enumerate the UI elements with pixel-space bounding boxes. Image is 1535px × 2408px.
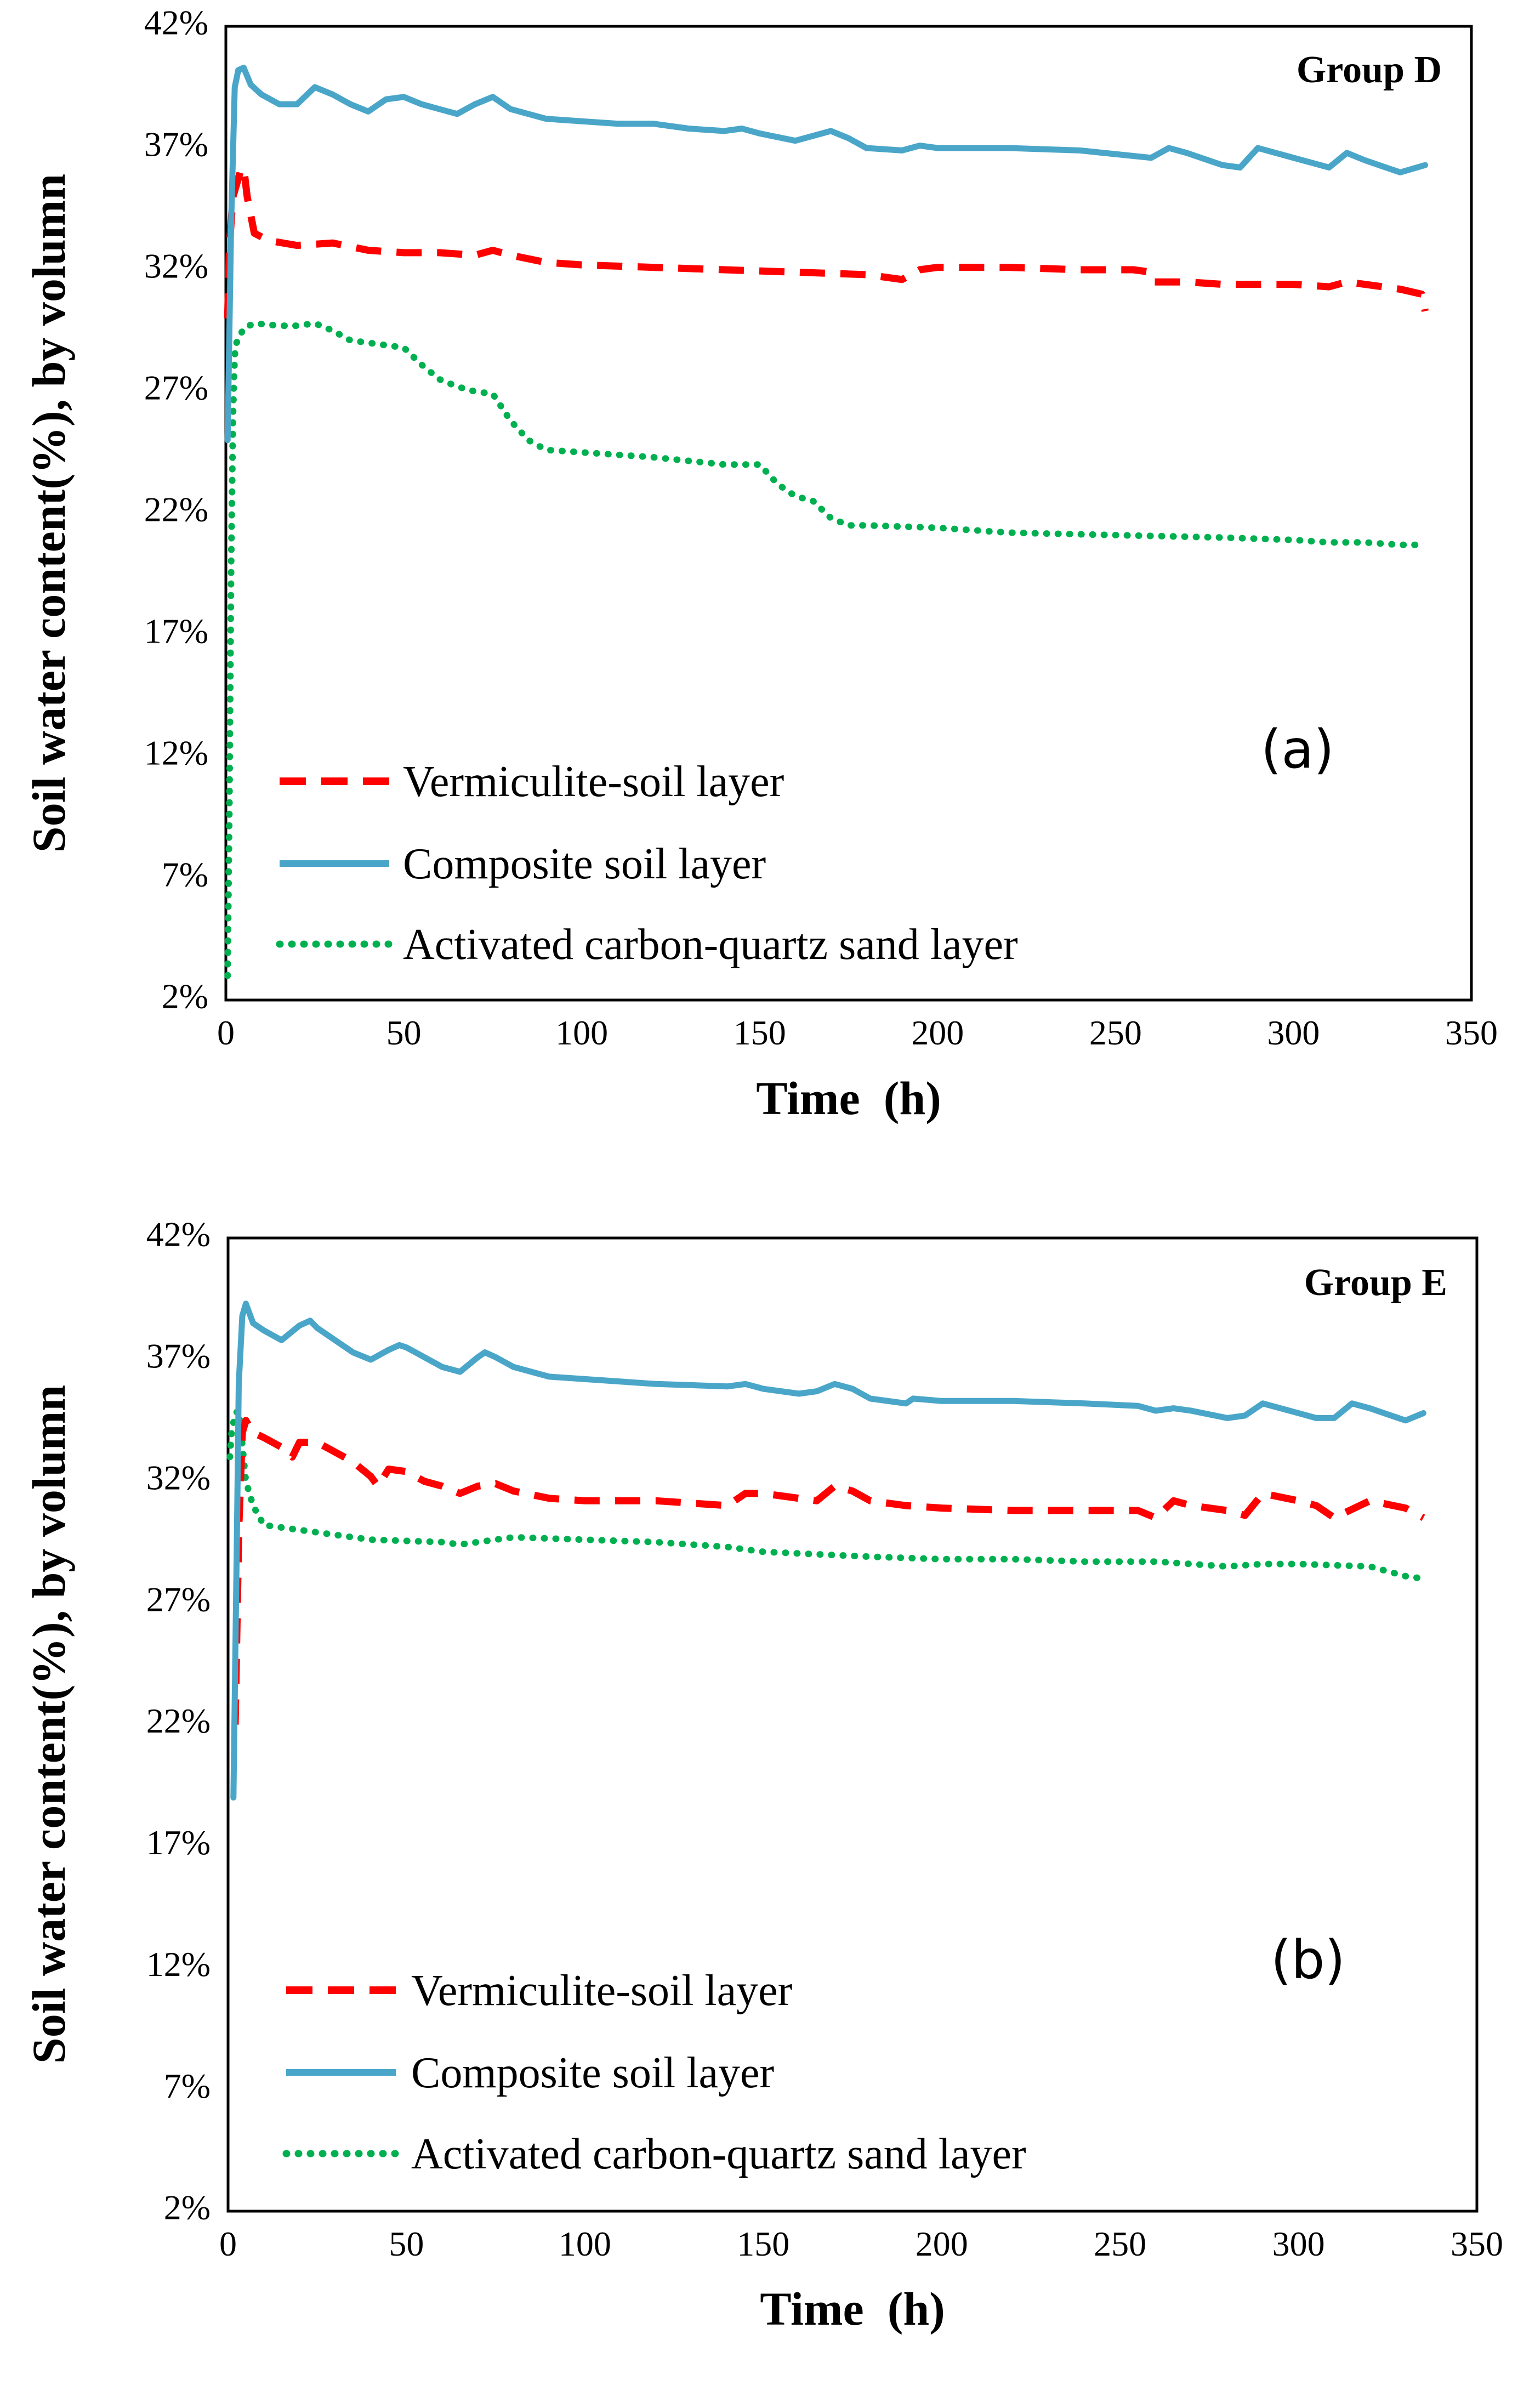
- y-tick-label: 17%: [146, 1823, 211, 1862]
- plot-area-frame: [226, 1236, 1479, 2213]
- x-tick-label: 200: [911, 1013, 964, 1052]
- y-tick-label: 37%: [144, 125, 208, 164]
- y-tick-label: 22%: [146, 1701, 211, 1740]
- panel-b: 2% 7% 12% 17% 22% 27% 32% 37% 42% 0 50 1…: [22, 1215, 1503, 2335]
- series-layer: [226, 1300, 1427, 1801]
- x-tick-label: 100: [559, 2224, 611, 2263]
- x-tick-label: 350: [1445, 1013, 1498, 1052]
- x-tick-label: 100: [555, 1013, 608, 1052]
- y-tick-label: 42%: [144, 3, 208, 42]
- series-layer: [224, 65, 1429, 979]
- panel-a: 2% 7% 12% 17% 22% 27% 32% 37% 42% 0 50 1…: [22, 3, 1498, 1125]
- x-tick-label: 50: [389, 2224, 424, 2263]
- y-tick-label: 12%: [146, 1945, 211, 1984]
- y-tick-label: 17%: [144, 612, 208, 651]
- legend-label: Activated carbon-quartz sand layer: [403, 921, 1018, 969]
- y-tick-label: 32%: [144, 247, 208, 286]
- y-tick-label: 7%: [164, 2066, 211, 2105]
- x-axis-title: Time (h): [756, 1072, 941, 1125]
- y-tick-label: 12%: [144, 734, 208, 773]
- y-tick-labels: 2% 7% 12% 17% 22% 27% 32% 37% 42%: [144, 3, 208, 1016]
- x-tick-label: 300: [1272, 2224, 1325, 2263]
- plot-area-frame: [224, 25, 1473, 1002]
- x-tick-label: 150: [734, 1013, 786, 1052]
- y-tick-label: 37%: [146, 1337, 211, 1376]
- y-tick-label: 2%: [164, 2188, 211, 2227]
- y-tick-label: 27%: [146, 1580, 211, 1618]
- y-tick-label: 2%: [162, 977, 208, 1016]
- series-activated-carbon-line: [224, 320, 1422, 979]
- x-tick-label: 250: [1089, 1013, 1142, 1052]
- series-vermiculite-soil-line: [224, 164, 1429, 319]
- x-tick-label: 150: [737, 2224, 789, 2263]
- y-tick-label: 27%: [144, 368, 208, 407]
- x-tick-label: 50: [386, 1013, 422, 1052]
- legend-label: Vermiculite-soil layer: [411, 1967, 792, 2015]
- legend: Vermiculite-soil layer Composite soil la…: [276, 758, 1018, 969]
- y-tick-label: 22%: [144, 490, 208, 529]
- group-label: Group E: [1304, 1262, 1447, 1304]
- y-tick-label: 7%: [162, 855, 208, 894]
- panel-label: (b): [1271, 1929, 1345, 1991]
- y-tick-label: 42%: [146, 1215, 211, 1254]
- legend-label: Activated carbon-quartz sand layer: [411, 2130, 1026, 2178]
- x-tick-labels: 0 50 100 150 200 250 300 350: [217, 1013, 1498, 1052]
- y-tick-labels: 2% 7% 12% 17% 22% 27% 32% 37% 42%: [146, 1215, 211, 2227]
- x-tick-label: 350: [1451, 2224, 1503, 2263]
- y-axis-title: Soil water content(%), by volumn: [22, 1385, 75, 2064]
- panel-label: (a): [1261, 719, 1334, 780]
- y-tick-label: 32%: [146, 1458, 211, 1497]
- group-label: Group D: [1297, 49, 1442, 91]
- legend-label: Composite soil layer: [403, 840, 766, 888]
- series-composite-soil-line: [230, 1300, 1426, 1801]
- x-tick-label: 0: [217, 1013, 235, 1052]
- x-tick-label: 250: [1094, 2224, 1146, 2263]
- y-axis-title: Soil water content(%), by volumn: [22, 174, 75, 853]
- series-composite-soil-line: [224, 65, 1429, 444]
- series-vermiculite-soil-line: [231, 1417, 1425, 1725]
- x-tick-label: 300: [1267, 1013, 1320, 1052]
- x-tick-labels: 0 50 100 150 200 250 300 350: [219, 2224, 1503, 2263]
- legend-label: Vermiculite-soil layer: [403, 758, 784, 806]
- legend: Vermiculite-soil layer Composite soil la…: [282, 1967, 1026, 2178]
- x-tick-label: 200: [916, 2224, 968, 2263]
- x-axis-title: Time (h): [760, 2282, 945, 2335]
- legend-label: Composite soil layer: [411, 2049, 774, 2097]
- x-tick-label: 0: [219, 2224, 237, 2263]
